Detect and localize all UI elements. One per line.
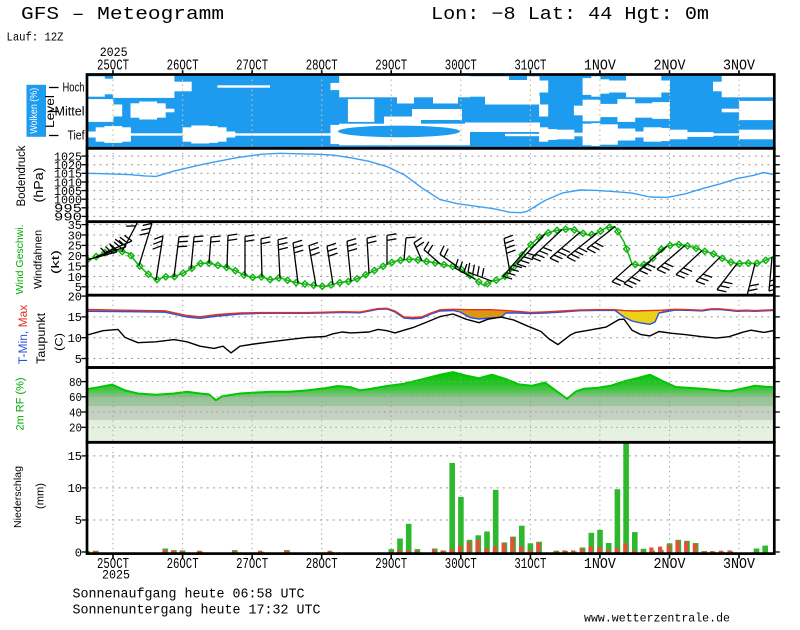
svg-text:30OCT: 30OCT [445,557,477,573]
svg-text:Niederschlag: Niederschlag [12,466,24,528]
svg-text:Sonnenuntergang heute 17:32 UT: Sonnenuntergang heute 17:32 UTC [73,604,321,619]
svg-text:40: 40 [69,406,82,420]
svg-text:1NOV: 1NOV [584,557,616,573]
svg-text:(hPa): (hPa) [32,168,46,203]
svg-text:1025: 1025 [54,150,82,164]
svg-text:Wind Geschwi.: Wind Geschwi. [14,224,26,294]
svg-text:26OCT: 26OCT [167,557,199,573]
svg-text:Level: Level [45,95,57,128]
svg-text:10: 10 [68,332,82,346]
svg-text:Taupunkt: Taupunkt [34,312,48,364]
svg-text:Sonnenaufgang heute 06:58 UTC: Sonnenaufgang heute 06:58 UTC [73,588,305,603]
svg-text:35: 35 [68,219,82,233]
svg-text:29OCT: 29OCT [375,557,407,573]
svg-text:3NOV: 3NOV [723,557,755,573]
svg-text:Lauf: 12Z: Lauf: 12Z [7,31,64,45]
svg-text:Windfahnen: Windfahnen [32,230,44,289]
svg-text:(C): (C) [54,333,66,351]
svg-text:Tief: Tief [68,127,85,142]
svg-text:Bodendruck: Bodendruck [16,145,28,206]
svg-text:5: 5 [75,514,82,528]
svg-text:10: 10 [68,482,82,496]
svg-text:Mittel: Mittel [55,103,85,118]
svg-text:(kt): (kt) [50,250,62,274]
svg-text:2NOV: 2NOV [654,557,686,573]
svg-text:Wolken (%): Wolken (%) [29,88,40,134]
svg-text:20: 20 [69,422,82,436]
svg-text:2m RF (%): 2m RF (%) [15,378,27,431]
svg-text:15: 15 [68,450,82,464]
svg-text:Hoch: Hoch [63,79,85,94]
svg-text:0: 0 [75,546,82,560]
svg-text:20: 20 [68,290,82,304]
svg-text:2025: 2025 [102,567,130,582]
svg-text:80: 80 [69,376,82,390]
svg-text:27OCT: 27OCT [236,557,268,573]
svg-text:28OCT: 28OCT [306,557,338,573]
svg-text:15: 15 [68,311,82,325]
svg-text:www.wetterzentrale.de: www.wetterzentrale.de [584,612,730,626]
svg-text:60: 60 [69,391,82,405]
svg-text:T-Min, Max: T-Min, Max [18,304,30,364]
svg-text:Lon: −8 Lat: 44 Hgt: 0m: Lon: −8 Lat: 44 Hgt: 0m [431,5,709,25]
svg-text:(mm): (mm) [35,483,47,509]
svg-text:GFS – Meteogramm: GFS – Meteogramm [21,5,224,25]
svg-text:5: 5 [75,353,82,367]
svg-text:31OCT: 31OCT [514,557,546,573]
